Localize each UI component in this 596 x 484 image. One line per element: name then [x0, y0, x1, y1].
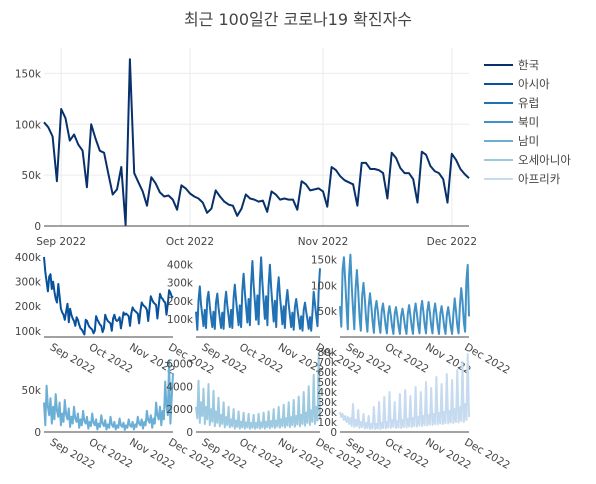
x-tick-label: Nov 2022: [298, 236, 349, 248]
y-tick-label: 300k: [15, 277, 42, 289]
y-tick-label: 80k: [318, 347, 338, 359]
legend-entry: 아프리카: [518, 172, 561, 186]
y-tick-label: 2000: [166, 404, 193, 416]
series-line-oceania: [195, 353, 321, 430]
y-tick-label: 100k: [167, 314, 194, 326]
y-tick-label: 300k: [167, 278, 194, 290]
series-line-europe: [195, 256, 321, 332]
y-tick-label: 0: [34, 221, 41, 233]
y-tick-label: 0: [186, 427, 193, 439]
y-tick-label: 400k: [15, 252, 42, 264]
y-tick-label: 50k: [318, 306, 338, 318]
chart-panel-korea: 0 50k 100k 150k Sep 2022 Oct 2022 Nov 2022 Dec …: [15, 48, 477, 248]
y-tick-label: 400k: [167, 260, 194, 272]
legend-entry: 한국: [518, 58, 539, 72]
legend-entry: 아시아: [518, 77, 550, 91]
chart-title: 최근 100일간 코로나19 확진자수: [184, 10, 412, 29]
y-tick-label: 40k: [318, 387, 338, 399]
legend-entry: 남미: [518, 134, 539, 148]
series-line-south-america: [43, 359, 174, 431]
legend-entry: 오세아니아: [518, 153, 571, 167]
y-tick-label: 100k: [311, 280, 338, 292]
y-tick-label: 50k: [22, 385, 42, 397]
x-tick-label: Oct 2022: [166, 236, 214, 248]
x-tick-label: Sep 2022: [36, 236, 86, 248]
y-tick-label: 200k: [167, 296, 194, 308]
series-line-asia: [43, 256, 174, 336]
y-tick-label: 4000: [166, 381, 193, 393]
y-tick-label: 70k: [318, 357, 338, 369]
y-tick-label: 50k: [22, 170, 42, 182]
x-tick-label: Dec 2022: [427, 236, 477, 248]
y-tick-label: 0: [330, 427, 337, 439]
y-tick-label: 100k: [15, 119, 42, 131]
y-tick-label: 150k: [311, 255, 338, 267]
y-tick-label: 150k: [15, 68, 42, 80]
y-tick-label: 10k: [318, 417, 338, 429]
series-line-africa: [339, 353, 470, 430]
series-line-north-america: [339, 253, 470, 335]
y-tick-label: 200k: [15, 301, 42, 313]
y-tick-label: 0: [34, 427, 41, 439]
legend-entry: 북미: [518, 115, 539, 129]
series-line-korea: [43, 58, 470, 226]
legend-entry: 유럽: [518, 96, 539, 110]
y-tick-label: 30k: [318, 397, 338, 409]
y-tick-label: 60k: [318, 367, 338, 379]
y-tick-label: 6000: [166, 358, 193, 370]
y-tick-label: 50k: [318, 377, 338, 389]
y-tick-label: 20k: [318, 407, 338, 419]
y-tick-label: 100k: [15, 326, 42, 338]
